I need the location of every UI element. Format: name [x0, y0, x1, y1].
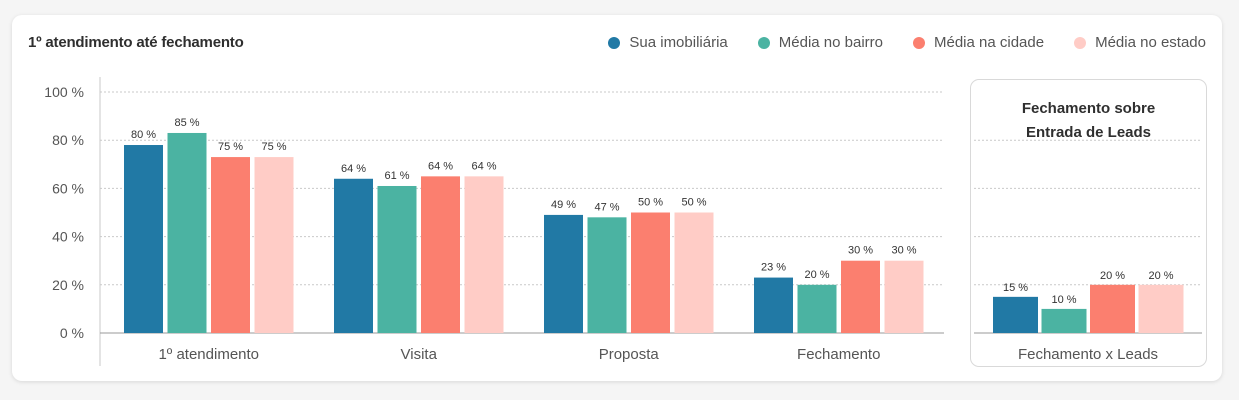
x-tick-label: 1º atendimento — [158, 346, 259, 363]
bar — [754, 277, 793, 333]
data-label: 50 % — [681, 197, 706, 209]
bar — [674, 212, 714, 333]
legend-item-media-cidade[interactable]: Média na cidade — [913, 34, 1044, 51]
y-tick-label: 40 % — [52, 229, 84, 245]
side-x-tick-label: Fechamento x Leads — [1018, 346, 1158, 363]
y-tick-label: 100 % — [44, 84, 84, 100]
side-panel-title-line2: Entrada de Leads — [1025, 124, 1152, 141]
data-label: 47 % — [594, 201, 619, 213]
legend-dot-icon — [608, 36, 621, 49]
legend-dot-icon — [913, 36, 925, 49]
bar — [334, 178, 373, 333]
x-tick-label: Proposta — [599, 346, 660, 363]
side-bar — [1041, 308, 1087, 333]
data-label: 30 % — [891, 245, 916, 257]
data-label: 50 % — [638, 197, 663, 209]
data-label: 85 % — [174, 117, 199, 129]
data-label: 64 % — [341, 163, 366, 175]
side-panel-title-line1: Fechamento sobre — [1021, 100, 1156, 117]
side-bar — [1090, 284, 1135, 333]
data-label: 23 % — [761, 262, 786, 274]
legend-item-media-estado[interactable]: Média no estado — [1074, 34, 1206, 51]
legend-dot-icon — [1074, 36, 1087, 49]
y-tick-label: 80 % — [52, 132, 84, 148]
data-label: 80 % — [131, 129, 156, 141]
bar — [797, 284, 837, 333]
y-tick-label: 0 % — [60, 325, 84, 341]
legend-label: Média na cidade — [934, 34, 1045, 51]
legend-dot-icon — [757, 36, 770, 49]
bar — [841, 260, 880, 333]
legend: Sua imobiliária Média no bairro Média na… — [578, 34, 1206, 51]
legend-label: Média no estado — [1095, 34, 1206, 51]
data-label: 20 % — [804, 269, 829, 281]
side-data-label: 10 % — [1051, 294, 1076, 306]
side-panel: Fechamento sobre Entrada de Leads — [970, 79, 1207, 367]
data-label: 75 % — [261, 141, 286, 153]
bar — [254, 157, 294, 333]
bar — [167, 132, 207, 333]
data-label: 49 % — [551, 199, 576, 211]
x-tick-label: Fechamento — [797, 346, 880, 363]
bar — [587, 217, 627, 333]
bar — [464, 176, 504, 333]
bar — [211, 157, 250, 333]
legend-item-media-bairro[interactable]: Média no bairro — [757, 34, 883, 51]
chart-card: 1º atendimento até fechamento Sua imobil… — [12, 15, 1222, 381]
bar — [631, 212, 670, 333]
side-bar — [1138, 284, 1184, 333]
bar — [421, 176, 460, 333]
data-label: 64 % — [471, 160, 496, 172]
bar — [377, 185, 417, 333]
data-label: 75 % — [218, 141, 243, 153]
chart-title: 1º atendimento até fechamento — [28, 34, 244, 51]
side-data-label: 20 % — [1100, 270, 1125, 282]
bar — [544, 214, 583, 333]
bar-chart: 0 % 20 % 40 % 60 % 80 % 100 % 80 % 85 % 75 % 75 %… — [44, 77, 1202, 366]
bar — [124, 145, 163, 333]
y-tick-label: 60 % — [52, 180, 84, 196]
y-tick-label: 20 % — [52, 277, 84, 293]
side-data-label: 20 % — [1148, 270, 1173, 282]
data-label: 64 % — [428, 160, 453, 172]
side-bar — [993, 296, 1038, 333]
legend-item-sua-imobiliaria[interactable]: Sua imobiliária — [608, 34, 728, 51]
data-label: 30 % — [848, 245, 873, 257]
legend-label: Sua imobiliária — [629, 34, 728, 51]
x-tick-label: Visita — [401, 346, 438, 363]
legend-label: Média no bairro — [778, 34, 883, 51]
side-data-label: 15 % — [1003, 282, 1028, 294]
bar — [884, 260, 924, 333]
data-label: 61 % — [384, 170, 409, 182]
